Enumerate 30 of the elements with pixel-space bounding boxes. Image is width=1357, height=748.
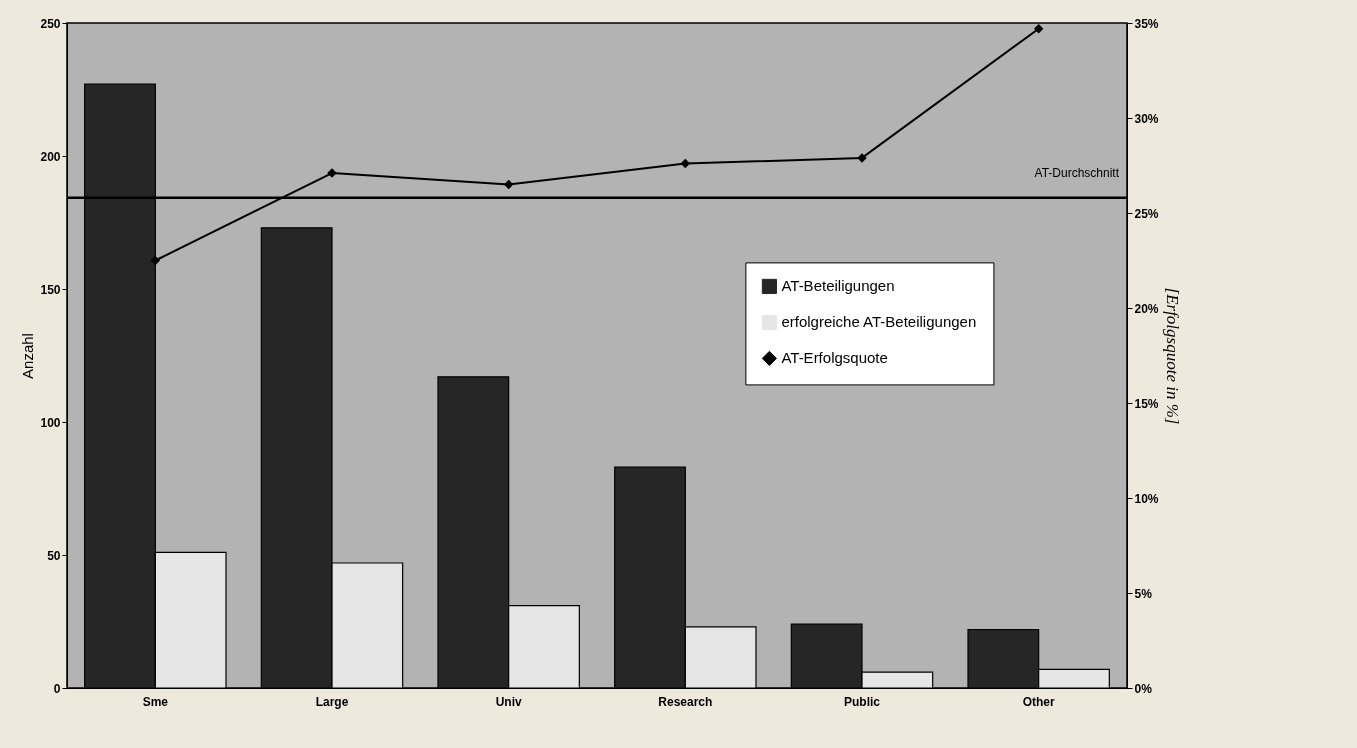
legend-label: AT-Erfolgsquote (781, 349, 888, 367)
point (1033, 23, 1044, 34)
y2-tick-label: 25% (1134, 206, 1159, 221)
x-tick-label: Research (658, 694, 713, 709)
y2-tick-label: 0% (1134, 681, 1153, 696)
y-tick-label: 0 (53, 681, 61, 696)
point (503, 179, 514, 190)
x-tick-label: Sme (142, 694, 169, 709)
x-tick-label: Large (315, 694, 349, 709)
y2-tick-label: 30% (1134, 111, 1159, 126)
y2-tick-label: 10% (1134, 491, 1159, 506)
y2-axis-title: [Erfolgsquote in %] (1162, 287, 1182, 425)
x-tick-label: Univ (495, 694, 522, 709)
y-tick-label: 50 (47, 548, 61, 563)
y2-tick-label: 20% (1134, 301, 1159, 316)
y2-tick-label: 15% (1134, 396, 1159, 411)
y-axis-title: Anzahl (19, 333, 37, 379)
y-tick-label: 100 (40, 415, 61, 430)
y-tick-label: 250 (40, 16, 61, 31)
ref-line-label: AT-Durchschnitt (1034, 165, 1120, 180)
point (150, 255, 161, 266)
y-tick-label: 150 (40, 282, 61, 297)
x-tick-label: Other (1022, 694, 1055, 709)
legend-label: AT-Beteiligungen (781, 277, 895, 295)
legend-label: erfolgreiche AT-Beteiligungen (781, 313, 977, 331)
x-tick-label: Public (843, 694, 881, 709)
y2-tick-label: 5% (1134, 586, 1153, 601)
y2-tick-label: 35% (1134, 16, 1159, 31)
point (680, 158, 691, 169)
y-tick-label: 200 (40, 149, 61, 164)
